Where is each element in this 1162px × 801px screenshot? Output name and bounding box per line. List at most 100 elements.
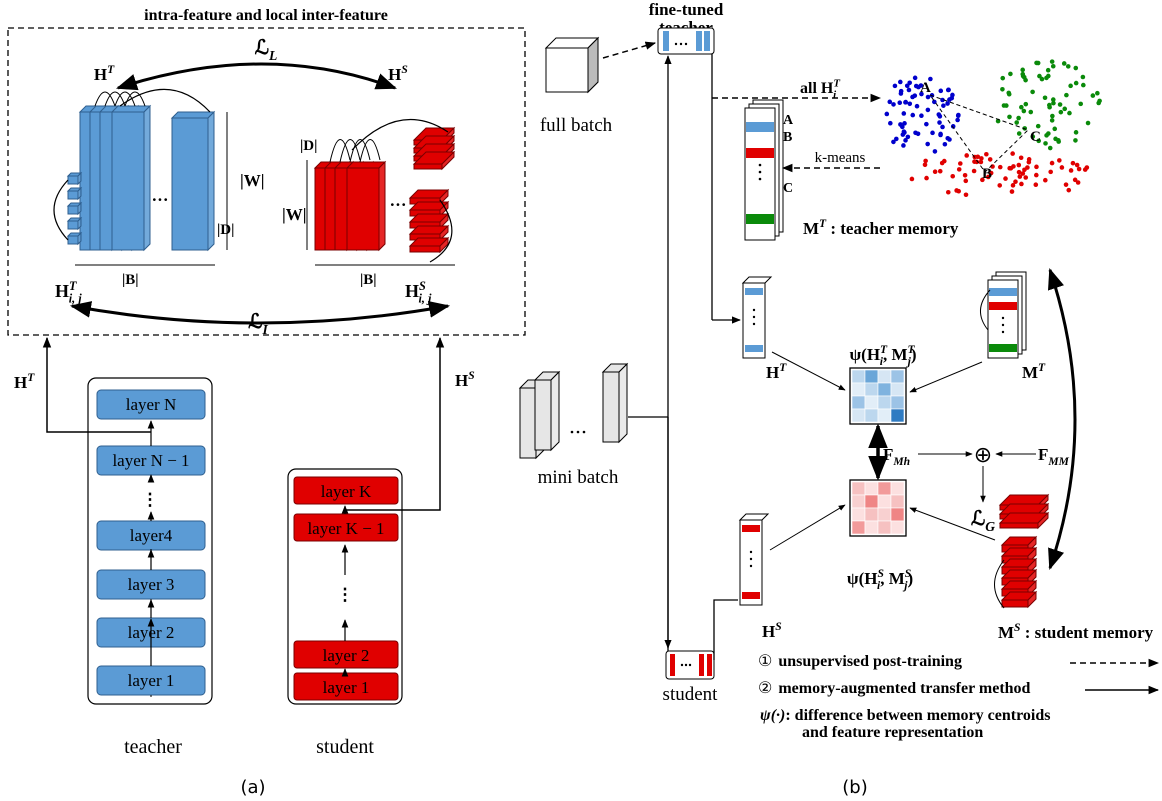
feature-point <box>1078 102 1083 107</box>
teacher-feature-part: T <box>107 63 115 76</box>
f-mm-label-part: F <box>1038 445 1048 464</box>
feature-point <box>924 176 929 181</box>
feature-point <box>957 167 962 172</box>
centroid-label: A <box>920 80 931 96</box>
feature-point <box>1018 174 1023 179</box>
feature-point <box>1023 175 1028 180</box>
loss-local-part: ℒ <box>255 37 269 59</box>
mini-batch-sheet <box>619 364 627 442</box>
feature-point <box>1075 163 1080 168</box>
student-diff-matrix-cell <box>878 482 891 495</box>
feature-point <box>891 140 896 145</box>
feature-point <box>1022 109 1027 114</box>
feature-point <box>1043 141 1048 146</box>
feature-point <box>938 89 943 94</box>
feature-point <box>946 190 951 195</box>
feature-point <box>915 104 920 109</box>
feature-point <box>933 169 938 174</box>
legend-entry: ②memory-augmented transfer method <box>758 680 1031 697</box>
feature-point <box>924 122 929 127</box>
dashed-arrow <box>603 43 655 58</box>
feature-point <box>1014 120 1019 125</box>
student-to-vector <box>714 600 738 660</box>
feature-point <box>1050 59 1055 64</box>
all-features-label-part: i <box>833 89 836 101</box>
feature-point <box>923 159 928 164</box>
feature-point <box>1051 101 1056 106</box>
feature-point <box>937 120 942 125</box>
feature-point <box>955 118 960 123</box>
teacher-diff-matrix-cell <box>891 370 904 383</box>
feature-point <box>1046 68 1051 73</box>
feature-point <box>1048 146 1053 151</box>
teacher-element <box>68 236 78 244</box>
feature-point <box>907 88 912 93</box>
teacher-element <box>68 176 78 184</box>
student-diff-matrix-cell <box>878 508 891 521</box>
loss-local-part: L <box>268 48 277 63</box>
student-diff-matrix-cell <box>852 521 865 534</box>
dot <box>750 565 752 567</box>
teacher-diff-matrix-cell <box>852 409 865 422</box>
feature-point <box>950 93 955 98</box>
feature-vector-edge <box>743 277 771 283</box>
teacher-diff-matrix-cell <box>865 370 878 383</box>
feature-point <box>945 101 950 106</box>
feature-point <box>1064 182 1069 187</box>
feature-point <box>997 183 1002 188</box>
feature-point <box>1067 111 1072 116</box>
dot <box>759 171 762 174</box>
feature-point <box>1081 75 1086 80</box>
teacher-memory-small-label: MT <box>1022 361 1046 382</box>
teacher-layer-label: layer4 <box>130 526 173 545</box>
feature-point <box>956 113 961 118</box>
feature-point <box>1095 91 1100 96</box>
feature-point <box>1023 78 1028 83</box>
feature-point <box>1071 161 1076 166</box>
dot <box>759 178 762 181</box>
student-element <box>410 246 440 252</box>
all-features-label-part: H <box>821 80 834 97</box>
student-model-label: student <box>663 684 719 705</box>
memory-slot-label: A <box>783 113 794 128</box>
teacher-element-label-part: i, j <box>69 291 83 305</box>
dot <box>750 551 752 553</box>
student-diff-label-part: , <box>880 569 889 588</box>
student-layer-label: layer K − 1 <box>307 519 384 538</box>
dim-w: |W| <box>282 205 307 224</box>
dim-b: |B| <box>360 272 377 288</box>
feature-point <box>940 161 945 166</box>
feature-point <box>943 142 948 147</box>
feature-point <box>1034 182 1039 187</box>
vector-slot <box>742 592 760 599</box>
teacher-diff-matrix-cell <box>878 396 891 409</box>
memory-slot-label: B <box>783 130 792 145</box>
dot <box>753 309 755 311</box>
psi-text: and feature representation <box>802 724 983 741</box>
memory-slot <box>989 302 1017 310</box>
feature-point <box>893 84 898 89</box>
student-model-bar <box>699 654 704 676</box>
teacher-output-label: HT <box>14 371 35 392</box>
teacher-layer-label: layer 3 <box>128 575 175 594</box>
teacher-label: teacher <box>124 736 182 758</box>
student-layer-label: layer 2 <box>323 646 370 665</box>
memory-slot <box>989 288 1017 296</box>
teacher-slab <box>144 106 150 250</box>
feature-point <box>1076 180 1081 185</box>
feature-point <box>1024 102 1029 107</box>
feature-point <box>930 131 935 136</box>
feature-point <box>1062 107 1067 112</box>
feature-point <box>1066 188 1071 193</box>
student-slab <box>347 168 379 250</box>
feature-point <box>887 100 892 105</box>
feature-point <box>1059 110 1064 115</box>
student-vector-label: HS <box>762 620 782 641</box>
teacher-feature: HT <box>94 63 115 84</box>
dot <box>685 664 687 666</box>
dim-w: |W| <box>240 171 265 190</box>
teacher-diff-matrix-cell <box>865 409 878 422</box>
student-model-bar <box>670 654 675 676</box>
teacher-diff-matrix-cell <box>878 409 891 422</box>
all-features-label-part: T <box>833 78 840 90</box>
